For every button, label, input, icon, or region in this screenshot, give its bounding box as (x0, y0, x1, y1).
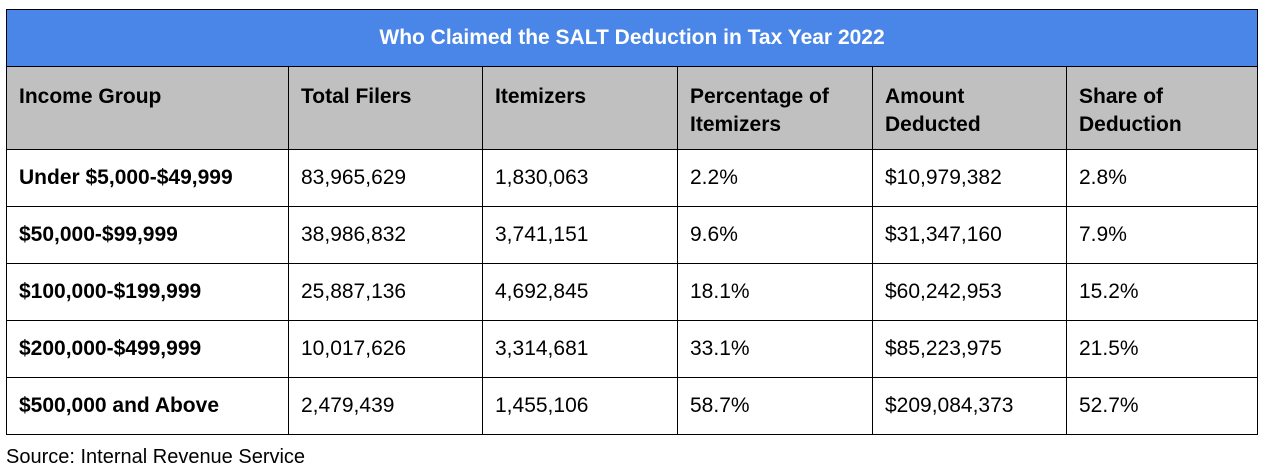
header-income-group: Income Group (6, 66, 289, 150)
header-percentage-of-itemizers: Percentage of Itemizers (677, 66, 873, 150)
table-row-5: $500,000 and Above 2,479,439 1,455,106 5… (6, 377, 1259, 435)
cell-percentage-of-itemizers: 9.6% (677, 206, 873, 264)
cell-income-group: Under $5,000-$49,999 (6, 149, 289, 207)
salt-deduction-table: Who Claimed the SALT Deduction in Tax Ye… (5, 9, 1259, 435)
source-note: Source: Internal Revenue Service (6, 446, 306, 468)
cell-percentage-of-itemizers: 33.1% (677, 320, 873, 378)
cell-share-of-deduction: 52.7% (1065, 377, 1259, 435)
cell-share-of-deduction: 15.2% (1065, 263, 1259, 321)
cell-total-filers: 83,965,629 (288, 149, 483, 207)
cell-percentage-of-itemizers: 2.2% (677, 149, 873, 207)
header-total-filers: Total Filers (288, 66, 483, 150)
cell-percentage-of-itemizers: 18.1% (677, 263, 873, 321)
cell-income-group: $500,000 and Above (6, 377, 289, 435)
header-itemizers: Itemizers (482, 66, 678, 150)
cell-total-filers: 10,017,626 (288, 320, 483, 378)
cell-total-filers: 2,479,439 (288, 377, 483, 435)
header-share-of-deduction: Share of Deduction (1065, 66, 1259, 150)
cell-amount-deducted: $31,347,160 (872, 206, 1067, 264)
cell-itemizers: 1,830,063 (482, 149, 678, 207)
cell-itemizers: 4,692,845 (482, 263, 678, 321)
cell-itemizers: 3,314,681 (482, 320, 678, 378)
table-header-row: Income Group Total Filers Itemizers Perc… (6, 66, 1259, 150)
table-row-4: $200,000-$499,999 10,017,626 3,314,681 3… (6, 320, 1259, 378)
table-row-1: Under $5,000-$49,999 83,965,629 1,830,06… (6, 149, 1259, 207)
cell-income-group: $200,000-$499,999 (6, 320, 289, 378)
cell-percentage-of-itemizers: 58.7% (677, 377, 873, 435)
cell-total-filers: 25,887,136 (288, 263, 483, 321)
header-amount-deducted: Amount Deducted (872, 66, 1067, 150)
cell-amount-deducted: $209,084,373 (872, 377, 1067, 435)
cell-total-filers: 38,986,832 (288, 206, 483, 264)
cell-amount-deducted: $60,242,953 (872, 263, 1067, 321)
table-row-2: $50,000-$99,999 38,986,832 3,741,151 9.6… (6, 206, 1259, 264)
cell-income-group: $100,000-$199,999 (6, 263, 289, 321)
salt-deduction-table-container: Who Claimed the SALT Deduction in Tax Ye… (5, 9, 1259, 435)
cell-amount-deducted: $85,223,975 (872, 320, 1067, 378)
cell-amount-deducted: $10,979,382 (872, 149, 1067, 207)
cell-income-group: $50,000-$99,999 (6, 206, 289, 264)
table-row-3: $100,000-$199,999 25,887,136 4,692,845 1… (6, 263, 1259, 321)
cell-share-of-deduction: 7.9% (1065, 206, 1259, 264)
table-title: Who Claimed the SALT Deduction in Tax Ye… (5, 9, 1259, 67)
cell-itemizers: 1,455,106 (482, 377, 678, 435)
cell-itemizers: 3,741,151 (482, 206, 678, 264)
cell-share-of-deduction: 21.5% (1065, 320, 1259, 378)
cell-share-of-deduction: 2.8% (1065, 149, 1259, 207)
table-title-row: Who Claimed the SALT Deduction in Tax Ye… (5, 9, 1259, 67)
